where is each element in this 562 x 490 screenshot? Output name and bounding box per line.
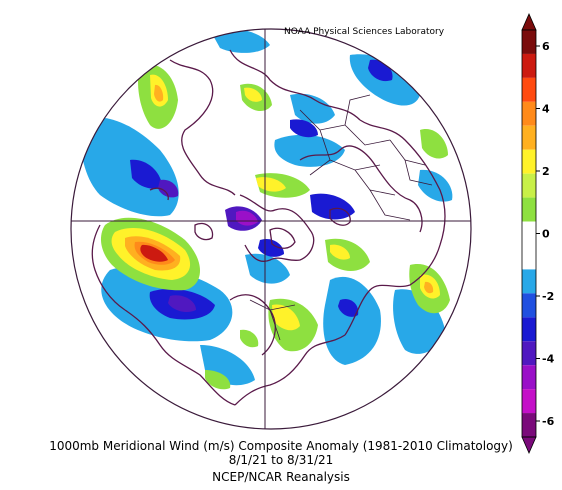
- colorbar-swatch: [522, 149, 536, 174]
- caption-line-1: 1000mb Meridional Wind (m/s) Composite A…: [49, 439, 513, 453]
- colorbar-top-arrow: [521, 13, 537, 31]
- coastlines: [91, 49, 446, 406]
- colorbar-swatch: [522, 173, 536, 198]
- reference-lines: [71, 29, 471, 429]
- colorbar-label: 6: [542, 40, 550, 53]
- colorbar-swatch: [522, 389, 536, 414]
- colorbar-label: -6: [542, 415, 555, 428]
- colorbar-swatch: [522, 293, 536, 318]
- colorbar-swatch: [522, 341, 536, 366]
- colorbar-label: 2: [542, 165, 550, 178]
- colorbar-swatch: [522, 197, 536, 222]
- colorbar-swatch: [522, 413, 536, 437]
- colorbar-label: -2: [542, 290, 554, 303]
- lab-name-label: NOAA Physical Sciences Laboratory: [284, 27, 445, 37]
- negative-anomaly-magenta: [236, 210, 258, 226]
- anomaly-field: [71, 29, 471, 429]
- colorbar-swatch: [522, 125, 536, 150]
- colorbar-swatch: [522, 245, 536, 270]
- colorbar-swatch: [522, 30, 536, 54]
- colorbar-swatch: [522, 53, 536, 78]
- colorbar-label: -4: [542, 353, 555, 366]
- caption-line-2: 8/1/21 to 8/31/21: [228, 453, 334, 467]
- positive-anomaly-warm: [111, 74, 440, 331]
- colorbar-swatch: [522, 221, 536, 246]
- colorbar: 6 4 2 0 -2 -4 -6: [521, 13, 555, 454]
- colorbar-swatch: [522, 77, 536, 102]
- colorbar-label: 4: [542, 103, 550, 116]
- colorbar-swatch: [522, 317, 536, 342]
- caption-line-3: NCEP/NCAR Reanalysis: [212, 470, 350, 484]
- colorbar-label: 0: [542, 228, 550, 241]
- colorbar-swatch: [522, 365, 536, 390]
- colorbar-swatch: [522, 269, 536, 294]
- colorbar-swatch: [522, 101, 536, 126]
- map-boundary-circle: [70, 28, 472, 430]
- political-borders: [249, 94, 433, 341]
